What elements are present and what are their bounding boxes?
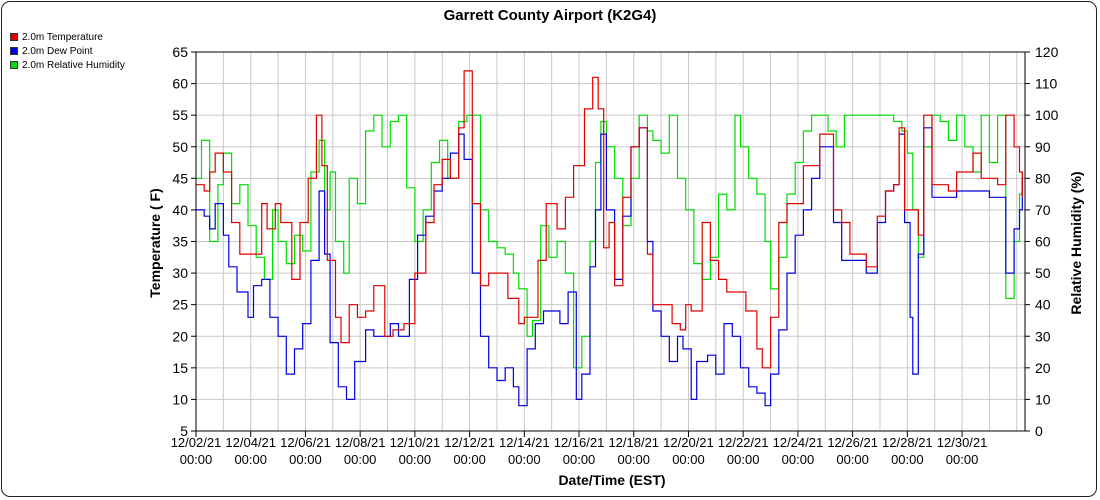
x-tick-label-time: 00:00 xyxy=(563,452,596,467)
x-tick-label-date: 12/08/21 xyxy=(335,435,386,450)
right-tick-label: 100 xyxy=(1035,107,1059,123)
legend-swatch-temperature xyxy=(10,33,18,41)
left-tick-label: 15 xyxy=(172,360,188,376)
legend-label-dew-point: 2.0m Dew Point xyxy=(22,45,93,57)
series-line-temperature xyxy=(196,70,1023,369)
legend-item-temperature: 2.0m Temperature xyxy=(10,30,125,44)
left-axis-ticks: 5 10 15 20 25 30 35 40 45 50 55 60 65 xyxy=(172,44,196,439)
right-tick-label: 90 xyxy=(1035,139,1051,155)
x-tick-label-date: 12/14/21 xyxy=(499,435,550,450)
x-tick-label-date: 12/16/21 xyxy=(554,435,605,450)
x-axis-label: Date/Time (EST) xyxy=(558,472,665,488)
x-tick-label-time: 00:00 xyxy=(399,452,432,467)
legend-swatch-relative-humidity xyxy=(10,61,18,69)
x-tick-label-date: 12/02/21 xyxy=(171,435,222,450)
x-tick-label-date: 12/04/21 xyxy=(225,435,276,450)
x-tick-label-date: 12/28/21 xyxy=(882,435,933,450)
left-tick-label: 40 xyxy=(172,202,188,218)
right-axis-ticks: 0 10 20 30 40 50 60 70 80 90 100 110 120 xyxy=(1025,44,1059,439)
chart-legend: 2.0m Temperature 2.0m Dew Point 2.0m Rel… xyxy=(10,30,125,72)
left-tick-label: 45 xyxy=(172,170,188,186)
x-tick-label-date: 12/12/21 xyxy=(444,435,495,450)
x-tick-label-date: 12/26/21 xyxy=(827,435,878,450)
x-tick-label-time: 00:00 xyxy=(344,452,377,467)
legend-label-relative-humidity: 2.0m Relative Humidity xyxy=(22,59,125,71)
right-tick-label: 20 xyxy=(1035,360,1051,376)
right-tick-label: 80 xyxy=(1035,170,1051,186)
right-tick-label: 60 xyxy=(1035,234,1051,250)
x-tick-label-time: 00:00 xyxy=(836,452,869,467)
right-tick-label: 10 xyxy=(1035,391,1051,407)
legend-item-dew-point: 2.0m Dew Point xyxy=(10,44,125,58)
left-tick-label: 20 xyxy=(172,328,188,344)
x-tick-label-date: 12/22/21 xyxy=(718,435,769,450)
x-tick-label-time: 00:00 xyxy=(453,452,486,467)
x-tick-label-time: 00:00 xyxy=(289,452,322,467)
x-tick-label-date: 12/06/21 xyxy=(280,435,331,450)
x-tick-label-time: 00:00 xyxy=(180,452,213,467)
right-tick-label: 30 xyxy=(1035,328,1051,344)
left-tick-label: 60 xyxy=(172,76,188,92)
left-tick-label: 50 xyxy=(172,139,188,155)
series-layer xyxy=(196,70,1023,407)
x-tick-label-time: 00:00 xyxy=(727,452,760,467)
right-tick-label: 70 xyxy=(1035,202,1051,218)
x-axis-ticks: 12/02/21 00:00 12/04/21 00:00 12/06/21 00:00 1… xyxy=(171,431,988,467)
x-tick-label-time: 00:00 xyxy=(617,452,650,467)
x-tick-label-date: 12/30/21 xyxy=(937,435,988,450)
right-tick-label: 120 xyxy=(1035,44,1059,60)
right-tick-label: 50 xyxy=(1035,265,1051,281)
x-tick-label-time: 00:00 xyxy=(672,452,705,467)
left-tick-label: 25 xyxy=(172,297,188,313)
legend-swatch-dew-point xyxy=(10,47,18,55)
x-tick-label-time: 00:00 xyxy=(234,452,267,467)
left-tick-label: 30 xyxy=(172,265,188,281)
right-tick-label: 0 xyxy=(1035,423,1043,439)
series-line-dew-point xyxy=(196,127,1023,407)
y-axis-label-left: Temperature ( F) xyxy=(147,188,163,297)
x-tick-label-date: 12/20/21 xyxy=(663,435,714,450)
x-tick-label-date: 12/24/21 xyxy=(773,435,824,450)
legend-item-relative-humidity: 2.0m Relative Humidity xyxy=(10,58,125,72)
left-tick-label: 35 xyxy=(172,234,188,250)
x-tick-label-time: 00:00 xyxy=(946,452,979,467)
left-tick-label: 5 xyxy=(180,423,188,439)
left-tick-label: 65 xyxy=(172,44,188,60)
right-tick-label: 110 xyxy=(1035,76,1058,92)
x-tick-label-time: 00:00 xyxy=(782,452,815,467)
grid xyxy=(195,51,1025,432)
chart-title: Garrett County Airport (K2G4) xyxy=(444,7,657,24)
left-tick-label: 55 xyxy=(172,107,188,123)
x-tick-label-date: 12/10/21 xyxy=(390,435,441,450)
left-tick-label: 10 xyxy=(172,391,188,407)
x-tick-label-time: 00:00 xyxy=(891,452,924,467)
y-axis-label-right: Relative Humidity (%) xyxy=(1068,171,1084,314)
x-tick-label-date: 12/18/21 xyxy=(608,435,659,450)
x-tick-label-time: 00:00 xyxy=(508,452,541,467)
right-tick-label: 40 xyxy=(1035,297,1051,313)
legend-label-temperature: 2.0m Temperature xyxy=(22,31,103,43)
